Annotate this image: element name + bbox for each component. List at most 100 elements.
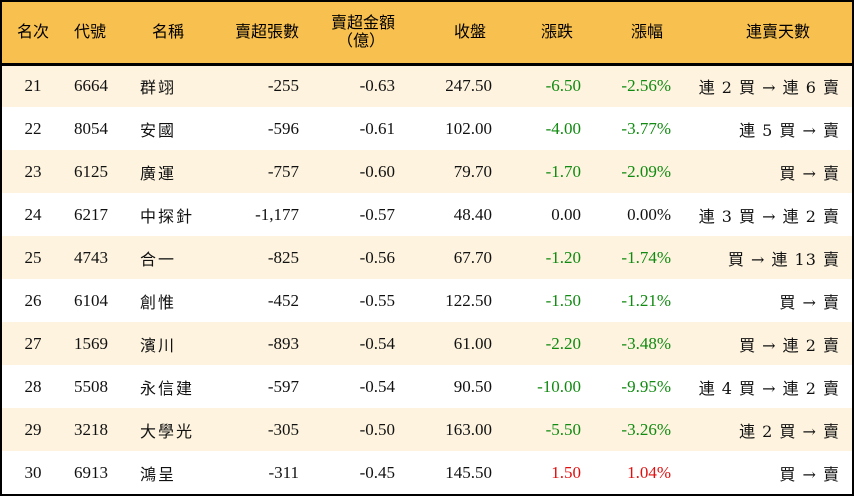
code-cell: 6217 [74,204,108,224]
close-cell: 79.70 [453,161,492,181]
name-cell: 群翊 [140,78,177,98]
table-row[interactable]: 25 4743 合一 -825 -0.56 67.70 -1.20 -1.74%… [2,236,852,279]
net-sell-amount-cell: -0.61 [359,118,395,138]
net-sell-lots-cell: -305 [267,419,299,439]
code-cell: 5508 [74,376,108,396]
change-cell: -6.50 [545,76,581,96]
streak-cell: 買 → 賣 [779,464,840,484]
code-cell: 3218 [74,419,108,439]
close-cell: 122.50 [445,290,492,310]
net-sell-amount-cell: -0.60 [359,161,395,181]
change-pct-cell: -3.77% [621,118,671,138]
net-sell-lots-cell: -311 [268,462,299,482]
change-pct-cell: 0.00% [627,204,671,224]
streak-cell: 連 3 買 → 連 2 賣 [698,206,840,226]
change-cell: -4.00 [545,118,581,138]
rank-cell: 21 [24,76,42,96]
streak-cell: 買 → 連 13 賣 [727,249,840,269]
change-pct-cell: -9.95% [621,376,671,396]
name-cell: 大學光 [140,421,195,441]
net-sell-amount-cell: -0.54 [359,333,395,353]
change-cell: -2.20 [545,333,581,353]
net-sell-lots-cell: -255 [267,76,299,96]
table-header-row: 名次 代號 名稱 賣超張數 賣超金額 （億） 收盤 漲跌 漲幅 連賣天數 [2,2,852,64]
code-cell: 6125 [74,161,108,181]
header-net-sell-amount-line2: （億） [336,31,385,51]
close-cell: 102.00 [445,118,492,138]
rank-cell: 29 [24,419,42,439]
header-name: 名稱 [152,22,185,42]
net-sell-lots-cell: -757 [267,161,299,181]
rank-cell: 25 [24,247,42,267]
table-row[interactable]: 29 3218 大學光 -305 -0.50 163.00 -5.50 -3.2… [2,408,852,451]
net-sell-lots-cell: -1,177 [255,204,299,224]
code-cell: 6664 [74,76,108,96]
streak-cell: 連 4 買 → 連 2 賣 [698,378,840,398]
streak-cell: 連 5 買 → 賣 [739,120,840,140]
net-sell-lots-cell: -597 [267,376,299,396]
name-cell: 中探針 [140,206,195,226]
change-cell: -5.50 [545,419,581,439]
rank-cell: 30 [24,462,42,482]
change-pct-cell: -3.26% [621,419,671,439]
name-cell: 廣運 [140,163,177,183]
close-cell: 163.00 [445,419,492,439]
rank-cell: 26 [24,290,42,310]
name-cell: 鴻呈 [140,464,177,484]
header-change-pct: 漲幅 [630,22,663,42]
net-sell-lots-cell: -893 [267,333,299,353]
net-sell-amount-cell: -0.63 [359,76,395,96]
net-sell-amount-cell: -0.55 [359,290,395,310]
rank-cell: 23 [24,161,42,181]
header-close: 收盤 [453,22,486,42]
rank-cell: 27 [24,333,42,353]
close-cell: 145.50 [445,462,492,482]
change-pct-cell: -2.09% [621,161,671,181]
code-cell: 1569 [74,333,108,353]
change-pct-cell: -3.48% [621,333,671,353]
header-code: 代號 [74,22,107,42]
streak-cell: 買 → 賣 [779,163,840,183]
streak-cell: 買 → 賣 [779,292,840,312]
net-sell-lots-cell: -825 [267,247,299,267]
change-cell: 0.00 [551,204,581,224]
table-row[interactable]: 27 1569 濱川 -893 -0.54 61.00 -2.20 -3.48%… [2,322,852,365]
change-pct-cell: -2.56% [621,76,671,96]
table-row[interactable]: 22 8054 安國 -596 -0.61 102.00 -4.00 -3.77… [2,107,852,150]
change-cell: -10.00 [537,376,581,396]
net-sell-amount-cell: -0.57 [359,204,395,224]
rank-cell: 24 [24,204,42,224]
table-row[interactable]: 24 6217 中探針 -1,177 -0.57 48.40 0.00 0.00… [2,193,852,236]
header-rank: 名次 [16,22,49,42]
header-net-sell-amount-line1: 賣超金額 [330,13,395,33]
table-row[interactable]: 28 5508 永信建 -597 -0.54 90.50 -10.00 -9.9… [2,365,852,408]
table-row[interactable]: 23 6125 廣運 -757 -0.60 79.70 -1.70 -2.09%… [2,150,852,193]
change-cell: -1.50 [545,290,581,310]
table-row[interactable]: 30 6913 鴻呈 -311 -0.45 145.50 1.50 1.04% … [2,451,852,494]
net-sell-amount-cell: -0.56 [359,247,395,267]
net-sell-amount-cell: -0.50 [359,419,395,439]
net-sell-lots-cell: -596 [267,118,299,138]
change-cell: 1.50 [551,462,581,482]
change-pct-cell: 1.04% [627,462,671,482]
close-cell: 61.00 [453,333,492,353]
code-cell: 6913 [74,462,108,482]
net-sell-amount-cell: -0.54 [359,376,395,396]
streak-cell: 連 2 買 → 賣 [739,421,840,441]
name-cell: 創惟 [140,292,177,312]
table-row[interactable]: 26 6104 創惟 -452 -0.55 122.50 -1.50 -1.21… [2,279,852,322]
close-cell: 67.70 [453,247,492,267]
header-streak: 連賣天數 [745,22,810,42]
close-cell: 90.50 [453,376,492,396]
name-cell: 安國 [140,120,177,140]
table-row[interactable]: 21 6664 群翊 -255 -0.63 247.50 -6.50 -2.56… [2,64,852,107]
close-cell: 48.40 [453,204,492,224]
code-cell: 6104 [74,290,108,310]
net-sell-amount-cell: -0.45 [359,462,395,482]
rank-cell: 22 [24,118,42,138]
streak-cell: 連 2 買 → 連 6 賣 [698,78,840,98]
name-cell: 濱川 [140,335,177,355]
name-cell: 合一 [140,249,177,269]
